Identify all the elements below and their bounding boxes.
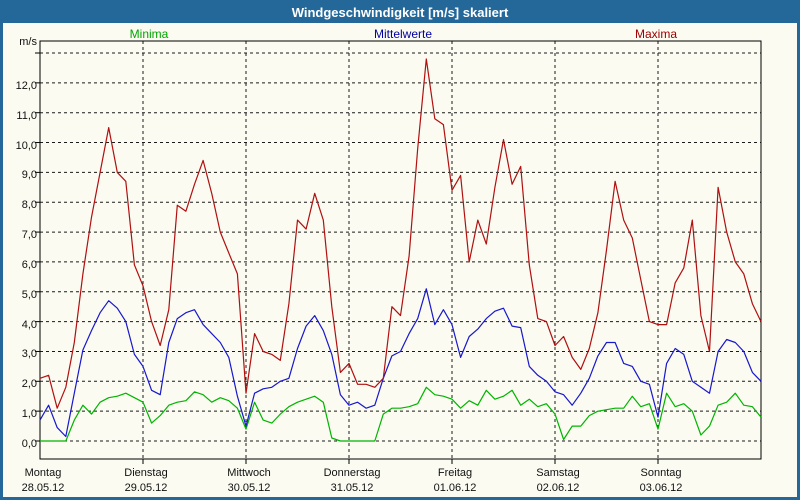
y-tick-label: 3,0 <box>21 348 37 361</box>
x-axis-date-label: 01.06.12 <box>433 482 477 494</box>
y-axis-unit-label: m/s <box>19 36 37 48</box>
y-tick-label: 4,0 <box>21 318 37 331</box>
x-axis-date-label: 31.05.12 <box>330 482 374 494</box>
x-axis-date-label: 30.05.12 <box>227 482 271 494</box>
legend-mittelwerte: Mittelwerte <box>373 27 433 41</box>
y-tick-label: 9,0 <box>21 169 37 182</box>
x-axis-date-label: 03.06.12 <box>639 482 683 494</box>
y-tick-label: 1,0 <box>21 408 37 421</box>
x-axis-date-label: 02.06.12 <box>536 482 580 494</box>
x-axis-day-label: Montag <box>24 467 62 479</box>
series-maxima <box>39 58 762 409</box>
x-axis-day-label: Samstag <box>536 467 580 479</box>
y-tick-label: 0,0 <box>21 438 37 450</box>
y-tick-label: 5,0 <box>21 288 37 301</box>
y-tick-label: 12,0 <box>15 79 37 92</box>
y-tick-label: 7,0 <box>21 229 37 242</box>
x-axis-day-label: Mittwoch <box>227 467 271 479</box>
x-axis-date-label: 29.05.12 <box>124 482 168 494</box>
x-axis-date-label: 28.05.12 <box>21 482 65 494</box>
y-tick-label: 8,0 <box>21 199 37 212</box>
wind-speed-chart <box>35 40 762 464</box>
legend-maxima: Maxima <box>634 27 678 41</box>
page-title: Windgeschwindigkeit [m/s] skaliert <box>291 5 509 20</box>
y-tick-label: 10,0 <box>15 139 37 152</box>
y-tick-label: 6,0 <box>21 258 37 271</box>
x-axis-day-label: Freitag <box>437 467 473 479</box>
y-tick-label: 11,0 <box>16 109 37 122</box>
series-minima <box>40 386 762 442</box>
series-mittelwerte <box>39 288 762 438</box>
y-tick-label: 2,0 <box>21 378 37 391</box>
title-bar: Windgeschwindigkeit [m/s] skaliert <box>3 3 797 23</box>
x-axis-day-label: Donnerstag <box>323 467 381 479</box>
legend-minima: Minima <box>129 27 169 41</box>
x-axis-day-label: Dienstag <box>124 467 168 479</box>
plot-border <box>39 40 762 460</box>
x-axis-day-label: Sonntag <box>640 467 682 479</box>
